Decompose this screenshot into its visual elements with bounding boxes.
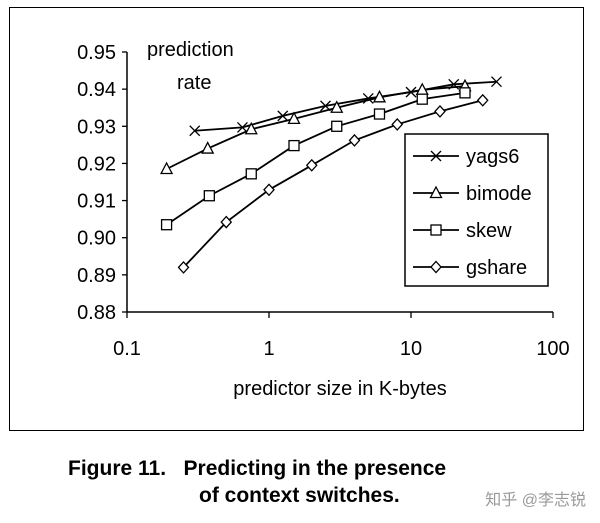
legend-label-bimode: bimode bbox=[466, 183, 532, 205]
data-point-gshare bbox=[476, 93, 489, 107]
legend-label-skew: skew bbox=[466, 220, 512, 242]
legend-marker-bimode bbox=[429, 185, 443, 199]
data-point-bimode bbox=[330, 100, 344, 113]
y-tick-label: 0.93 bbox=[77, 116, 116, 138]
y-tick-label: 0.90 bbox=[77, 228, 116, 250]
figure-frame bbox=[9, 7, 584, 431]
axes bbox=[122, 51, 554, 318]
data-point-skew bbox=[416, 93, 428, 105]
legend-label-gshare: gshare bbox=[466, 257, 527, 279]
data-point-gshare bbox=[177, 260, 190, 274]
y-axis-title-line2: rate bbox=[177, 72, 211, 94]
data-point-gshare bbox=[220, 215, 233, 229]
data-point-yags6 bbox=[491, 76, 502, 88]
axis-labels: 0.88 0.89 0.90 0.91 0.92 0.93 0.94 0.95 0.1 1 10 10… bbox=[77, 39, 570, 400]
series-line-skew bbox=[166, 91, 466, 226]
data-point-gshare bbox=[434, 104, 446, 118]
series-group bbox=[160, 76, 502, 274]
data-point-bimode bbox=[287, 111, 301, 125]
data-point-gshare bbox=[305, 158, 318, 172]
legend-marker-yags6 bbox=[430, 150, 442, 162]
x-tick-label: 10 bbox=[400, 338, 422, 360]
y-tick-label: 0.91 bbox=[77, 191, 116, 213]
legend-box bbox=[404, 133, 549, 287]
data-point-skew bbox=[459, 87, 471, 99]
y-tick-label: 0.88 bbox=[77, 302, 116, 324]
data-point-gshare bbox=[263, 183, 275, 197]
data-point-bimode bbox=[244, 121, 258, 135]
x-axis-title: predictor size in K-bytes bbox=[233, 378, 446, 400]
data-point-yags6 bbox=[277, 110, 289, 122]
data-point-skew bbox=[288, 139, 300, 152]
data-point-bimode bbox=[160, 161, 174, 175]
legend-label-yags6: yags6 bbox=[466, 146, 519, 168]
x-tick-label: 0.1 bbox=[113, 338, 141, 360]
y-tick-label: 0.89 bbox=[77, 265, 116, 287]
y-tick-label: 0.92 bbox=[77, 153, 116, 175]
legend: yags6 bimode skew gshare bbox=[404, 133, 549, 287]
data-point-skew bbox=[160, 219, 173, 231]
data-point-gshare bbox=[348, 133, 361, 147]
y-tick-label: 0.95 bbox=[77, 42, 116, 64]
watermark-text: 知乎 @李志锐 bbox=[485, 492, 586, 509]
x-tick-label: 1 bbox=[263, 338, 274, 360]
data-point-bimode bbox=[372, 89, 387, 103]
figure-caption-line1: Figure 11. Predicting in the presence bbox=[68, 457, 447, 480]
series-line-bimode bbox=[166, 85, 466, 170]
data-point-skew bbox=[373, 108, 386, 120]
x-tick-label: 100 bbox=[536, 338, 569, 360]
figure-caption-line2: of context switches. bbox=[199, 484, 400, 507]
data-point-skew bbox=[245, 168, 257, 180]
data-point-bimode bbox=[201, 141, 215, 154]
legend-marker-skew bbox=[430, 224, 442, 236]
series-line-gshare bbox=[182, 99, 483, 269]
y-axis-title-line1: prediction bbox=[147, 39, 234, 61]
data-point-yags6 bbox=[189, 125, 201, 137]
legend-marker-gshare bbox=[430, 260, 442, 274]
y-tick-label: 0.94 bbox=[77, 79, 116, 101]
data-point-skew bbox=[331, 120, 343, 132]
series-line-yags6 bbox=[194, 80, 497, 132]
data-point-skew bbox=[203, 190, 215, 202]
data-point-gshare bbox=[391, 117, 404, 131]
